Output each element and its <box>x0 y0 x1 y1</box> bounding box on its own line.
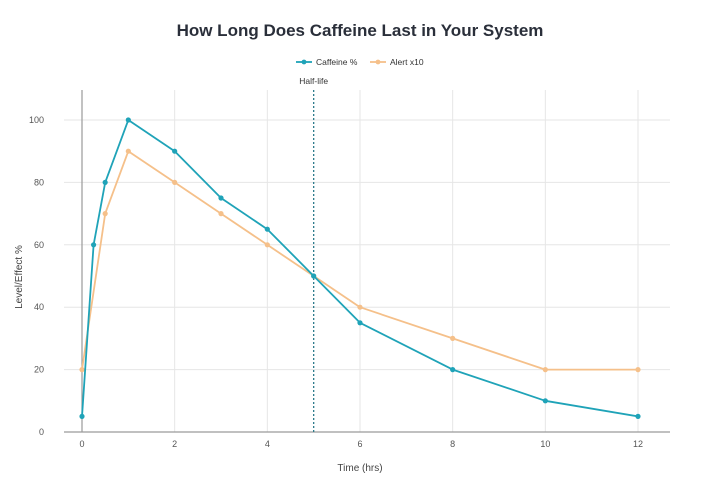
y-tick-label: 40 <box>34 302 44 312</box>
chart-title: How Long Does Caffeine Last in Your Syst… <box>177 21 544 40</box>
caffeine-data-point <box>264 226 270 232</box>
caffeine-data-point <box>635 413 641 419</box>
x-tick-label: 10 <box>540 439 550 449</box>
alert-x10-data-point <box>218 211 224 217</box>
caffeine-data-point <box>218 195 224 201</box>
y-tick-label: 60 <box>34 240 44 250</box>
y-tick-label: 100 <box>29 115 44 125</box>
axes: 0 2 4 6 8 10 12 0 20 40 60 80 100 <box>29 90 670 449</box>
alert-x10-data-point <box>357 304 363 310</box>
x-tick-label: 12 <box>633 439 643 449</box>
x-tick-label: 8 <box>450 439 455 449</box>
y-tick-label: 0 <box>39 427 44 437</box>
alert-x10-data-point <box>635 367 641 373</box>
x-axis-title: Time (hrs) <box>337 463 382 474</box>
alert-x10-data-point <box>450 335 456 341</box>
legend-marker <box>301 59 307 65</box>
x-tick-label: 4 <box>265 439 270 449</box>
legend: Caffeine % Alert x10 <box>296 57 424 67</box>
x-tick-label: 2 <box>172 439 177 449</box>
y-tick-label: 20 <box>34 365 44 375</box>
caffeine-data-point <box>79 413 85 419</box>
y-tick-label: 80 <box>34 177 44 187</box>
legend-label: Caffeine % <box>316 57 358 67</box>
alert-x10-data-point <box>172 179 178 185</box>
caffeine-data-point <box>357 320 363 326</box>
legend-marker <box>375 59 381 65</box>
caffeine-data-point <box>102 179 108 185</box>
alert-x10-data-point <box>264 242 270 248</box>
alert-x10-data-point <box>542 367 548 373</box>
caffeine-data-point <box>125 117 131 123</box>
alert-x10-data-point <box>79 367 85 373</box>
caffeine-data-point <box>90 242 97 248</box>
caffeine-data-point <box>172 148 178 154</box>
caffeine-data-point <box>450 367 456 373</box>
grid <box>64 90 670 433</box>
legend-item-alert-x10: Alert x10 <box>370 57 424 67</box>
x-tick-label: 6 <box>357 439 362 449</box>
caffeine-data-point <box>542 398 548 404</box>
caffeine-series-line <box>81 119 639 418</box>
x-tick-label: 0 <box>79 439 84 449</box>
legend-item-caffeine: Caffeine % <box>296 57 358 67</box>
half-life-label: Half-life <box>299 76 328 86</box>
y-axis-title: Level/Effect % <box>14 245 25 309</box>
caffeine-data-point <box>311 273 317 279</box>
alert-x10-data-point <box>102 211 108 217</box>
alert-x10-data-point <box>125 148 131 154</box>
annotations: Half-life <box>299 76 328 432</box>
legend-label: Alert x10 <box>390 57 424 67</box>
series <box>79 117 641 419</box>
